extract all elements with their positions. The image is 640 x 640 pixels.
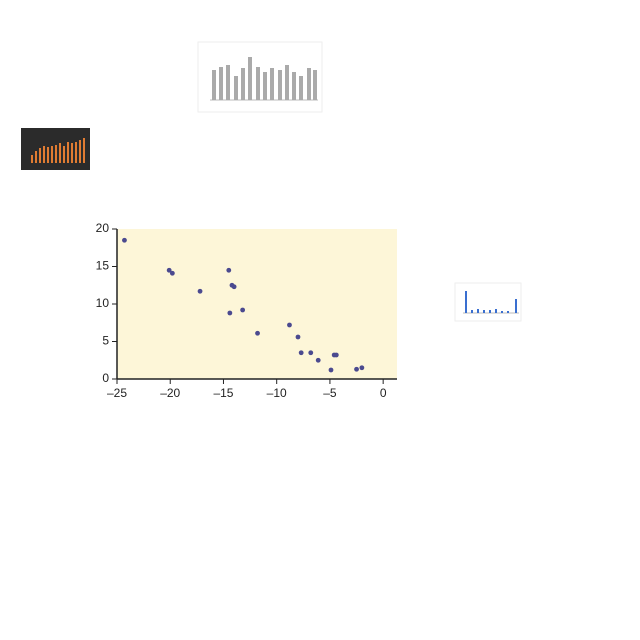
y-tick-label: 5 [102,334,109,348]
y-tick-label: 0 [102,371,109,385]
point [359,365,365,371]
point [333,352,339,358]
x-tick-label: 0 [380,386,387,400]
x-tick-label: –10 [267,386,287,400]
point [166,267,172,273]
point [298,350,304,356]
point [287,322,292,328]
point [240,307,246,313]
point [354,366,359,372]
x-tick-label: –15 [213,386,233,400]
y-tick-label: 15 [96,259,110,273]
point [226,267,232,273]
y-tick-label: 10 [96,296,110,310]
point [197,288,203,294]
point [169,270,175,276]
plot-area [117,229,397,379]
point [231,284,237,290]
x-tick-label: –25 [107,386,127,400]
x-tick-label: –20 [160,386,180,400]
y-tick-label: 20 [96,221,110,235]
point [122,237,127,243]
point [308,350,314,356]
point [295,334,301,340]
point [227,310,233,316]
point [255,330,260,336]
point [315,357,321,363]
thumbnail-light [197,41,323,113]
point [328,367,334,373]
thumbnail-dark [21,128,90,170]
x-tick-label: –5 [323,386,337,400]
thumbnail-small [454,282,522,322]
